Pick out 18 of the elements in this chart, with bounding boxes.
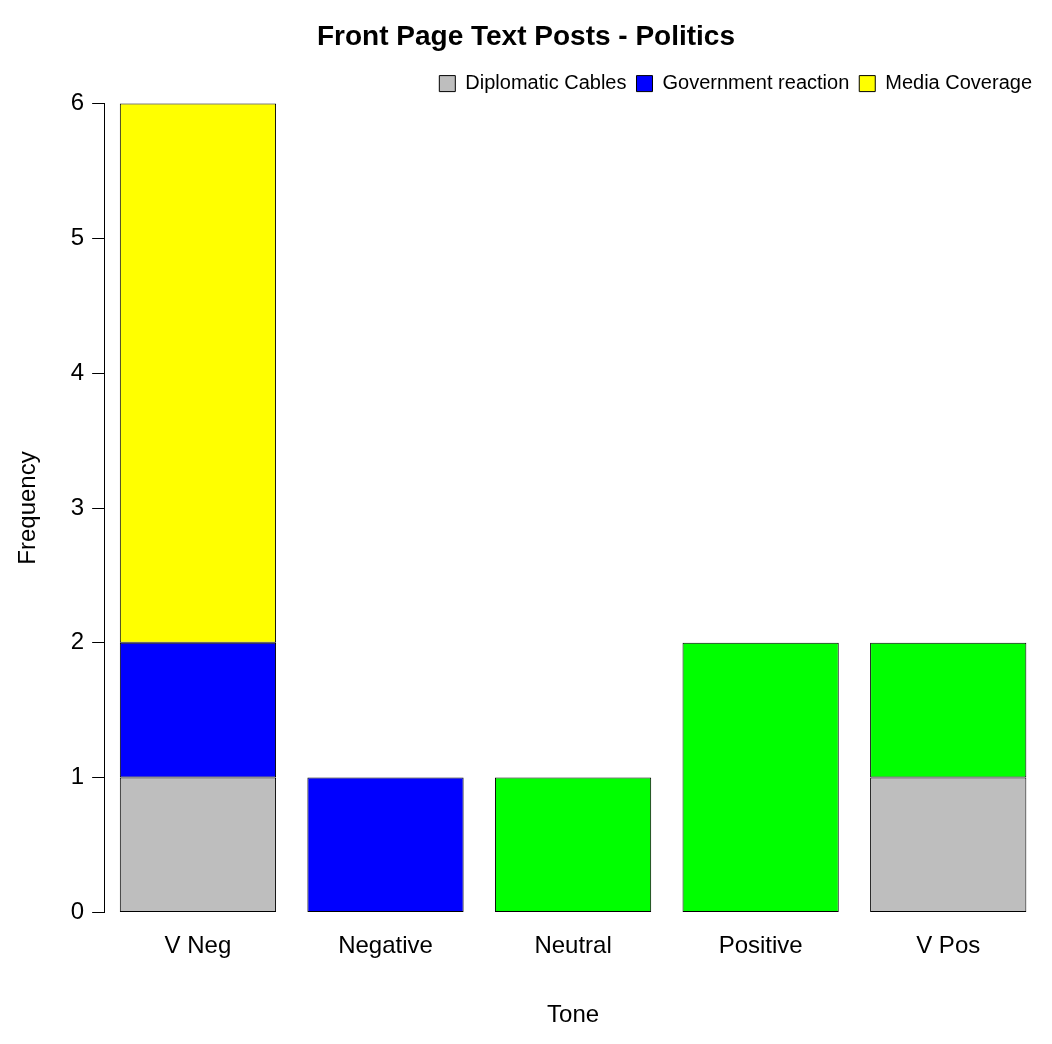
y-tick-label: 0: [70, 897, 85, 925]
legend-label: Media Coverage: [885, 71, 1032, 94]
y-tick-label: 3: [70, 492, 85, 520]
y-tick-label: 6: [70, 88, 85, 116]
y-axis-title: Frequency: [13, 451, 41, 565]
y-tick-label: 1: [70, 762, 85, 790]
y-tick-label: 4: [70, 357, 85, 385]
x-tick-label: V Pos: [916, 931, 981, 959]
x-tick-label: Negative: [338, 931, 433, 959]
x-tick-label: V Neg: [164, 931, 232, 959]
x-tick-label: Neutral: [534, 931, 612, 959]
y-tick-label: 2: [70, 627, 85, 655]
chart-title: Front Page Text Posts - Politics: [316, 19, 736, 51]
legend-label: Government reaction: [662, 71, 850, 94]
legend-label: Diplomatic Cables: [465, 71, 627, 94]
x-tick-label: Positive: [718, 931, 803, 959]
x-axis-title: Tone: [547, 1000, 600, 1028]
y-tick-label: 5: [70, 223, 85, 251]
